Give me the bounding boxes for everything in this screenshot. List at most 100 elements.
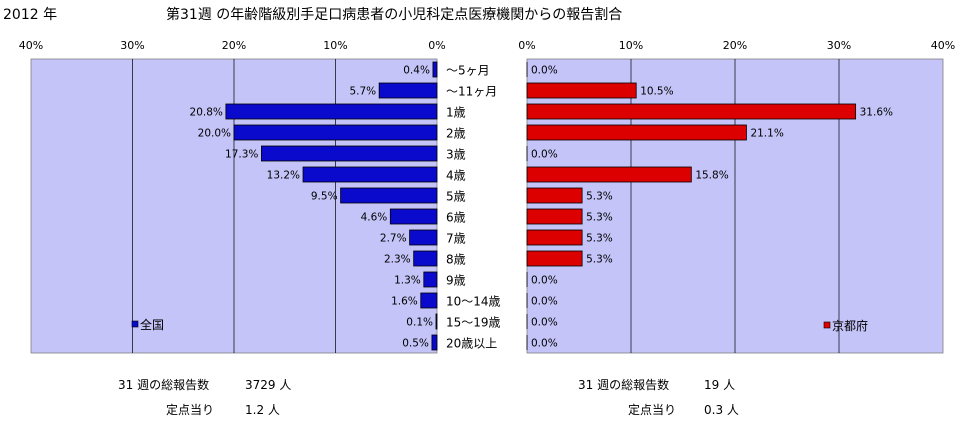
- national-x-tick-label: 10%: [323, 39, 347, 52]
- age-group-label: 1歳: [446, 106, 466, 120]
- national-bar: [340, 187, 438, 204]
- national-data-label: 0.1%: [406, 317, 433, 329]
- kyoto-x-tick-label: 20%: [723, 39, 747, 52]
- national-bar: [435, 313, 438, 330]
- national-total-value: 3729 人: [245, 378, 291, 392]
- national-data-label: 0.4%: [403, 65, 430, 77]
- kyoto-bar: [526, 82, 637, 99]
- national-bar: [431, 334, 438, 351]
- national-data-label: 20.8%: [190, 107, 223, 119]
- age-group-label: 3歳: [446, 148, 466, 162]
- national-data-label: 2.3%: [384, 254, 411, 266]
- age-group-label: 8歳: [446, 253, 466, 267]
- kyoto-bar: [526, 250, 583, 267]
- kyoto-x-tick-label: 10%: [619, 39, 643, 52]
- kyoto-bar: [526, 229, 583, 246]
- kyoto-bar: [526, 103, 857, 120]
- age-group-label: 4歳: [446, 169, 466, 183]
- age-group-label: 15〜19歳: [446, 316, 501, 330]
- age-group-label: 2歳: [446, 127, 466, 141]
- kyoto-total-value: 19 人: [704, 378, 735, 392]
- national-bar: [378, 82, 438, 99]
- national-data-label: 0.5%: [402, 338, 429, 350]
- national-bar: [432, 61, 438, 78]
- national-data-labels: 0.4% 5.7% 20.8% 20.0% 17.3% 13.2% 9.5% 4.6% 2.7%…: [190, 65, 433, 350]
- national-data-label: 9.5%: [311, 191, 338, 203]
- plot-panels: [30, 58, 944, 354]
- kyoto-data-label: 5.3%: [586, 233, 613, 245]
- national-bar: [423, 271, 438, 288]
- kyoto-data-label: 0.0%: [531, 317, 558, 329]
- age-group-label: 20歳以上: [446, 337, 497, 351]
- kyoto-data-label: 0.0%: [531, 149, 558, 161]
- kyoto-data-label: 5.3%: [586, 254, 613, 266]
- kyoto-per-point-label: 定点当り: [628, 402, 676, 417]
- national-per-point-label: 定点当り: [166, 402, 214, 417]
- legend-national-swatch: [131, 320, 139, 328]
- age-group-label: 9歳: [446, 274, 466, 288]
- footer-national: 31 週の総報告数 3729 人 定点当り 1.2 人: [118, 377, 291, 417]
- national-x-tick-label: 0%: [428, 39, 445, 52]
- kyoto-data-label: 21.1%: [750, 128, 783, 140]
- legend-kyoto-swatch: [823, 321, 831, 329]
- national-data-label: 1.6%: [391, 296, 418, 308]
- kyoto-bar: [526, 187, 583, 204]
- national-data-label: 4.6%: [361, 212, 388, 224]
- legend-national: 全国: [131, 317, 164, 332]
- national-bar: [233, 124, 438, 141]
- national-bars: [225, 61, 438, 351]
- kyoto-data-label: 5.3%: [586, 191, 613, 203]
- national-data-label: 20.0%: [198, 128, 231, 140]
- national-bar: [225, 103, 438, 120]
- chart-title: 第31週 の年齢階級別手足口病患者の小児科定点医療機関からの報告割合: [166, 6, 622, 23]
- kyoto-bar: [526, 208, 583, 225]
- kyoto-data-label: 0.0%: [531, 296, 558, 308]
- national-per-point-value: 1.2 人: [245, 403, 280, 417]
- national-x-tick-label: 20%: [222, 39, 246, 52]
- tick-labels: 40% 30% 20% 10% 0% 0% 10% 20% 30% 40%: [19, 39, 955, 52]
- kyoto-data-label: 10.5%: [640, 86, 673, 98]
- age-group-label: 7歳: [446, 232, 466, 246]
- national-bar: [302, 166, 438, 183]
- kyoto-total-label: 31 週の総報告数: [578, 377, 669, 392]
- national-x-tick-label: 30%: [120, 39, 144, 52]
- kyoto-data-label: 0.0%: [531, 275, 558, 287]
- national-bar: [420, 292, 438, 309]
- age-group-label: 〜11ヶ月: [446, 85, 497, 99]
- national-data-label: 5.7%: [349, 86, 376, 98]
- legend-kyoto: 京都府: [823, 318, 868, 333]
- kyoto-data-label: 0.0%: [531, 65, 558, 77]
- kyoto-data-label: 0.0%: [531, 338, 558, 350]
- kyoto-data-labels: 0.0% 10.5% 31.6% 21.1% 0.0% 15.8% 5.3% 5.3% 5.3%…: [531, 65, 893, 350]
- national-bar: [413, 250, 438, 267]
- year-label: 2012 年: [3, 7, 57, 23]
- footer-kyoto: 31 週の総報告数 19 人 定点当り 0.3 人: [578, 377, 739, 417]
- national-data-label: 17.3%: [225, 149, 258, 161]
- national-bar: [261, 145, 438, 162]
- kyoto-per-point-value: 0.3 人: [704, 403, 739, 417]
- kyoto-x-tick-label: 40%: [931, 39, 955, 52]
- age-group-label: 5歳: [446, 190, 466, 204]
- kyoto-bar: [526, 166, 692, 183]
- kyoto-x-tick-label: 0%: [518, 39, 535, 52]
- age-group-labels: 〜5ヶ月〜11ヶ月 1歳 2歳 3歳 4歳 5歳 6歳 7歳 8歳 9歳 10〜14歳 15〜19歳 2…: [446, 64, 501, 351]
- national-data-label: 13.2%: [267, 170, 300, 182]
- kyoto-bars: [526, 62, 857, 350]
- national-data-label: 2.7%: [380, 233, 407, 245]
- age-group-label: 〜5ヶ月: [446, 64, 490, 78]
- kyoto-data-label: 5.3%: [586, 212, 613, 224]
- kyoto-bar: [526, 124, 747, 141]
- national-total-label: 31 週の総報告数: [118, 377, 209, 392]
- national-bar: [409, 229, 438, 246]
- legend-national-label: 全国: [140, 317, 164, 332]
- national-bar: [389, 208, 438, 225]
- national-data-label: 1.3%: [394, 275, 421, 287]
- kyoto-x-tick-label: 30%: [827, 39, 851, 52]
- age-group-label: 6歳: [446, 211, 466, 225]
- kyoto-data-label: 15.8%: [695, 170, 728, 182]
- national-x-tick-label: 40%: [19, 39, 43, 52]
- legend-kyoto-label: 京都府: [832, 318, 868, 333]
- kyoto-data-label: 31.6%: [860, 107, 893, 119]
- age-group-label: 10〜14歳: [446, 295, 501, 309]
